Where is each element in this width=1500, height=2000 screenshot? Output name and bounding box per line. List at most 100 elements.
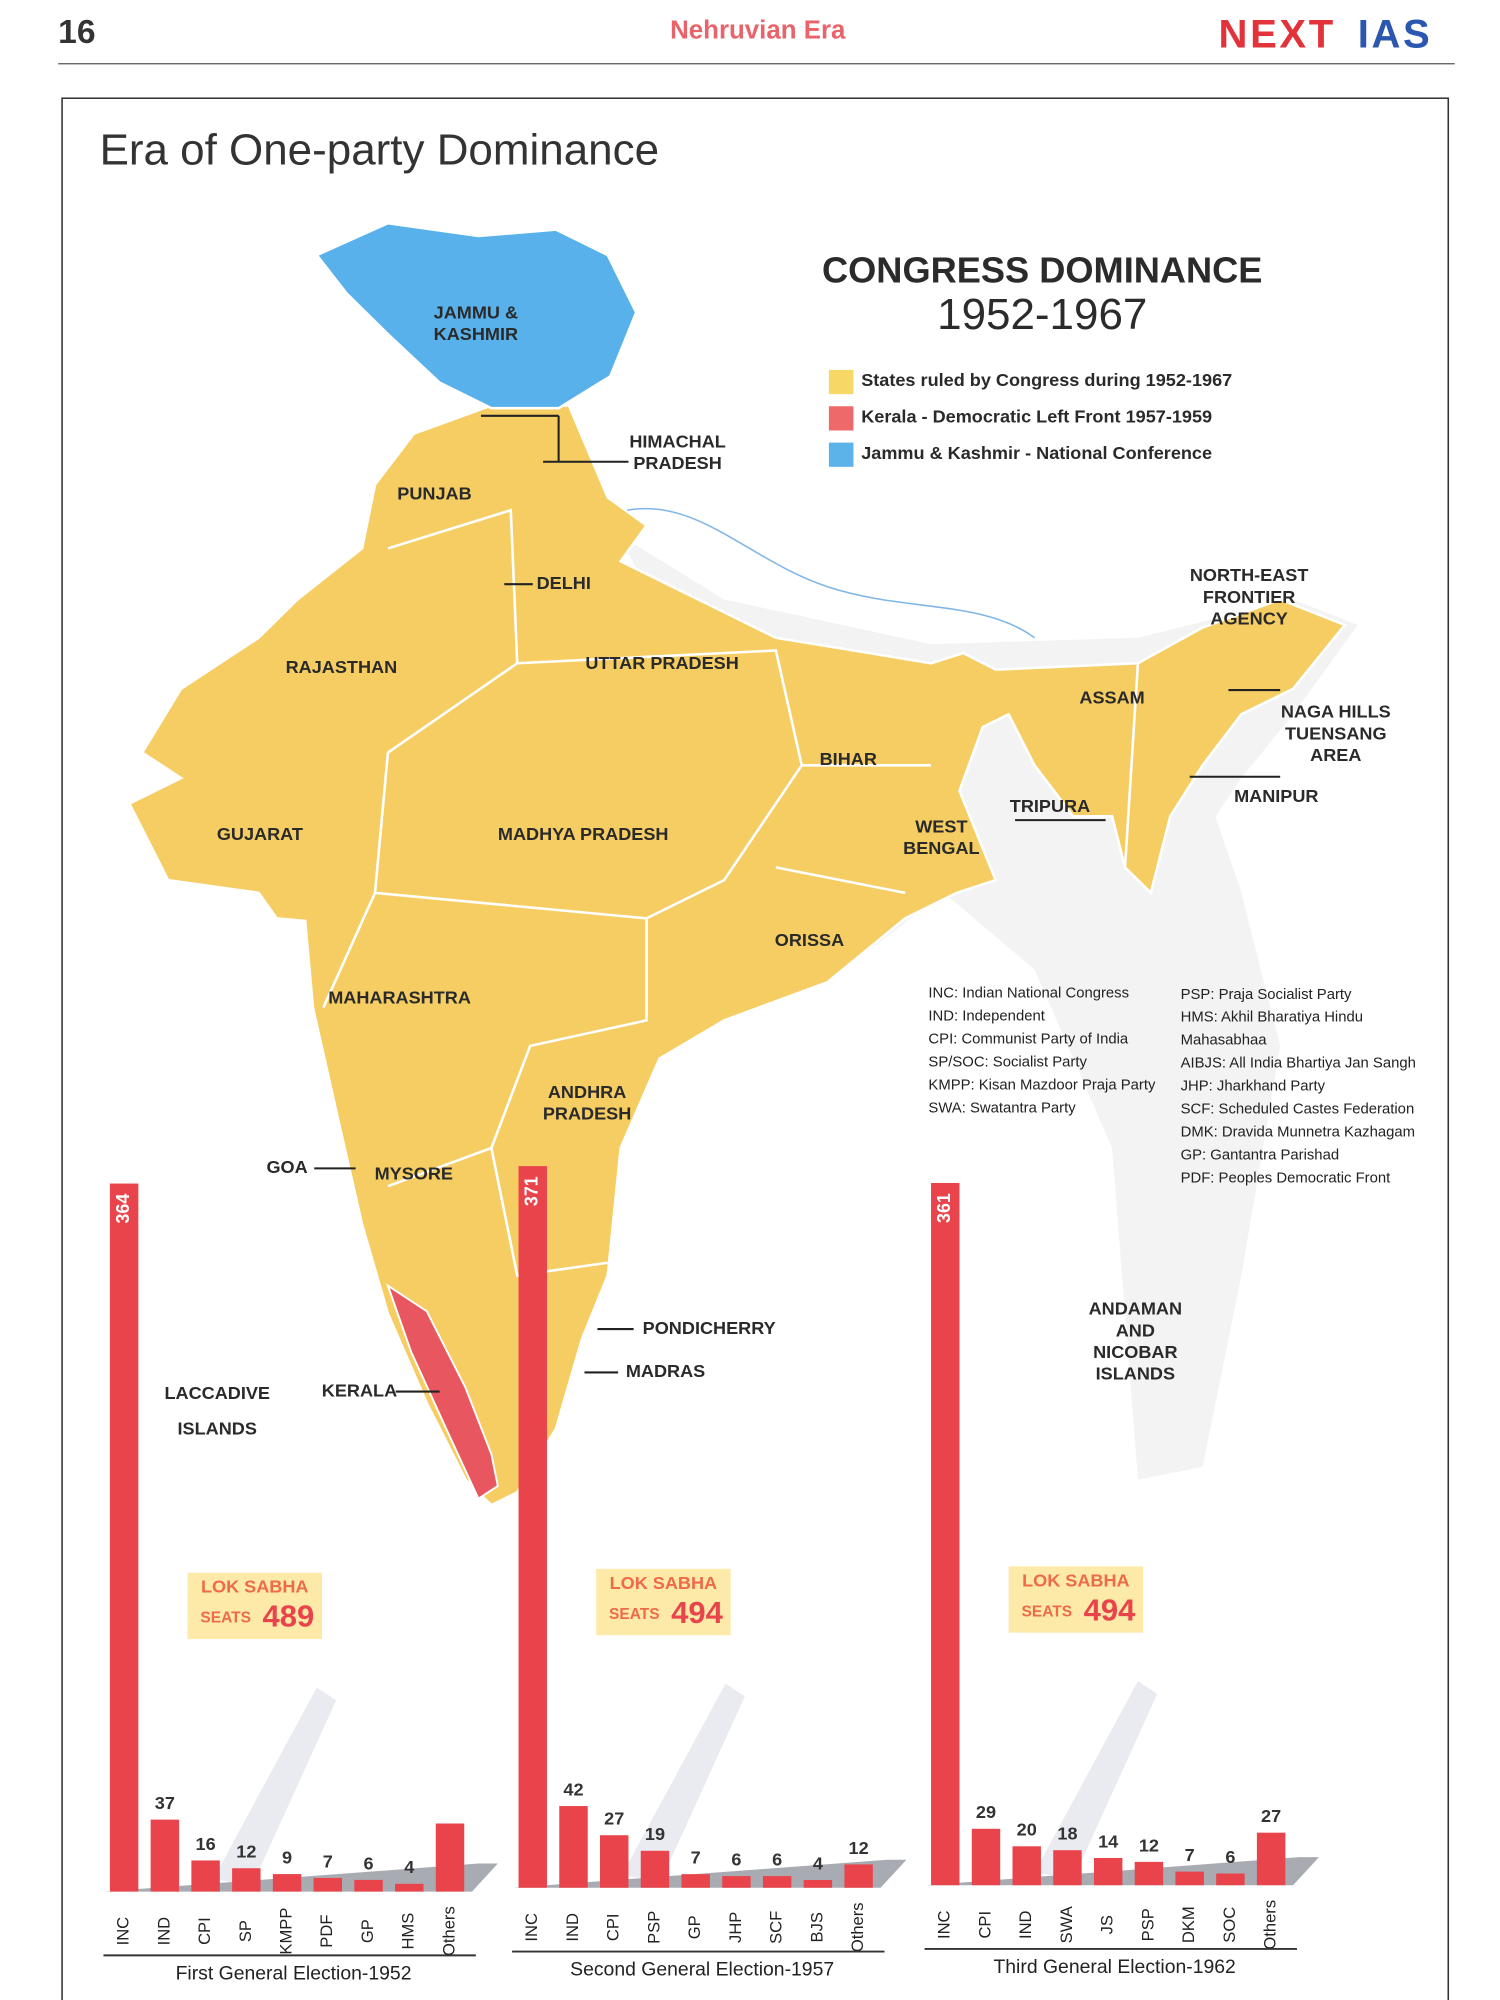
- bar: [1256, 1832, 1286, 1886]
- map-label: BIHAR: [820, 749, 877, 769]
- legend-swatch: [828, 442, 854, 467]
- category-label: Others: [439, 1906, 458, 1956]
- bar: [971, 1828, 1001, 1886]
- map-label: HIMACHAL: [629, 431, 725, 451]
- bar: [1093, 1857, 1123, 1886]
- bar: [762, 1876, 792, 1888]
- map-label: ASSAM: [1079, 688, 1144, 708]
- category-label: Others: [1260, 1900, 1279, 1950]
- map-period: 1952-1967: [937, 290, 1147, 339]
- bar: [313, 1877, 343, 1892]
- page-number: 16: [58, 14, 95, 51]
- map-label: ISLANDS: [178, 1419, 257, 1439]
- map-label: KASHMIR: [434, 324, 518, 344]
- abbreviation: GP: Gantantra Parishad: [1181, 1148, 1339, 1164]
- category-label: SCF: [766, 1911, 785, 1944]
- bar-value-label: 27: [604, 1809, 624, 1829]
- map-label: GUJARAT: [217, 824, 303, 844]
- category-label: INC: [935, 1910, 954, 1939]
- bar-value-label: 371: [521, 1176, 541, 1206]
- map-label: DELHI: [537, 573, 591, 593]
- bar-value-label: 16: [196, 1834, 216, 1854]
- map-jammu-kashmir: [314, 221, 638, 410]
- bar-value-label: 20: [1017, 1820, 1037, 1840]
- category-label: SOC: [1220, 1907, 1239, 1943]
- bar-shadow: [1034, 1681, 1158, 1879]
- map-kerala: [386, 1283, 499, 1501]
- bar-shadow: [213, 1687, 337, 1886]
- legend-label: Jammu & Kashmir - National Conference: [861, 443, 1212, 463]
- map-label: AND: [1116, 1320, 1155, 1340]
- category-label: PSP: [644, 1911, 663, 1944]
- bar-value-label: 4: [813, 1853, 823, 1873]
- category-label: PSP: [1138, 1908, 1157, 1941]
- logo-ias: IAS: [1358, 13, 1433, 57]
- section-title: Nehruvian Era: [670, 17, 846, 45]
- abbreviation: SP/SOC: Socialist Party: [928, 1054, 1087, 1070]
- map-label: NORTH-EAST: [1190, 565, 1309, 585]
- map-label: JAMMU &: [434, 303, 518, 323]
- bar-value-label: 7: [323, 1851, 333, 1871]
- map-label: PRADESH: [633, 453, 721, 473]
- seats-box-label: SEATS: [1022, 1603, 1073, 1620]
- map-label: ISLANDS: [1096, 1364, 1175, 1384]
- bar-value-label: 27: [1261, 1806, 1281, 1826]
- bar: [640, 1850, 670, 1888]
- category-label: GP: [685, 1915, 704, 1939]
- seats-box: [187, 1572, 322, 1640]
- map-label: MAHARASHTRA: [328, 988, 471, 1008]
- map-label: AREA: [1310, 745, 1361, 765]
- map-label: GOA: [266, 1157, 307, 1177]
- category-label: CPI: [604, 1913, 623, 1941]
- map-label: AGENCY: [1210, 609, 1287, 629]
- seats-box-title: LOK SABHA: [1022, 1570, 1130, 1590]
- abbreviation: SWA: Swatantra Party: [928, 1100, 1076, 1116]
- bar-value-label: 14: [1098, 1831, 1118, 1851]
- bar-value-label: 37: [155, 1793, 175, 1813]
- map-label: BENGAL: [903, 838, 979, 858]
- category-label: BJS: [807, 1912, 826, 1942]
- bar-value-label: 12: [236, 1842, 256, 1862]
- map-label: NAGA HILLS: [1281, 702, 1391, 722]
- bar: [354, 1879, 383, 1892]
- map-label: PRADESH: [543, 1104, 631, 1124]
- bar: [1216, 1873, 1245, 1886]
- bar-value-label: 12: [1139, 1835, 1159, 1855]
- abbreviation: Mahasabhaa: [1181, 1033, 1268, 1049]
- category-label: GP: [358, 1919, 377, 1943]
- abbreviation: DMK: Dravida Munnetra Kazhagam: [1181, 1125, 1415, 1141]
- chart-caption: Second General Election-1957: [570, 1960, 834, 1981]
- category-label: IND: [154, 1917, 173, 1946]
- abbreviation: PSP: Praja Socialist Party: [1181, 987, 1352, 1003]
- logo-next: NEXT: [1219, 13, 1336, 57]
- abbreviation: SCF: Scheduled Castes Federation: [1181, 1102, 1415, 1118]
- map-label: PUNJAB: [397, 484, 471, 504]
- map-label: ANDAMAN: [1089, 1299, 1182, 1319]
- bar: [435, 1823, 465, 1892]
- legend-swatch: [828, 406, 854, 431]
- bar-value-label: 7: [691, 1848, 701, 1868]
- category-label: HMS: [399, 1913, 418, 1950]
- bar-value-label: 364: [113, 1194, 133, 1224]
- map-label: ORISSA: [775, 930, 844, 950]
- bar-shadow: [621, 1683, 745, 1882]
- bar: [191, 1860, 220, 1892]
- abbreviation: KMPP: Kisan Mazdoor Praja Party: [928, 1077, 1156, 1093]
- bar-value-label: 42: [563, 1780, 583, 1800]
- bar: [931, 1183, 960, 1886]
- category-label: INC: [522, 1913, 541, 1942]
- bar: [1175, 1871, 1204, 1886]
- category-label: KMPP: [276, 1908, 295, 1955]
- seats-box: [1008, 1566, 1144, 1633]
- bar: [559, 1806, 588, 1888]
- legend-label: Kerala - Democratic Left Front 1957-1959: [861, 407, 1212, 427]
- map-label: ANDHRA: [548, 1082, 626, 1102]
- abbreviation: CPI: Communist Party of India: [928, 1032, 1129, 1048]
- abbreviations: INC: Indian National Congress IND: Indepe…: [928, 986, 1415, 1187]
- category-label: IND: [1016, 1910, 1035, 1939]
- bar: [1134, 1861, 1164, 1886]
- category-label: SWA: [1057, 1905, 1076, 1943]
- category-label: JHP: [726, 1912, 745, 1943]
- bar-value-label: 19: [645, 1824, 665, 1844]
- map-label: MADHYA PRADESH: [498, 824, 669, 844]
